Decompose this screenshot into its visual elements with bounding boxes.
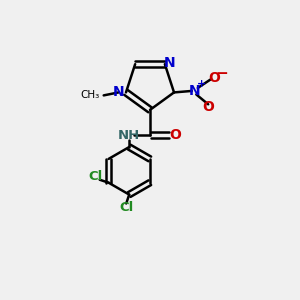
Text: Cl: Cl (119, 202, 133, 214)
Text: N: N (164, 56, 175, 70)
Text: NH: NH (118, 129, 140, 142)
Text: O: O (202, 100, 214, 114)
Text: −: − (215, 66, 228, 81)
Text: N: N (113, 85, 124, 99)
Text: Cl: Cl (88, 170, 102, 183)
Text: N: N (189, 84, 201, 98)
Text: +: + (197, 80, 206, 89)
Text: O: O (169, 128, 181, 142)
Text: O: O (208, 70, 220, 85)
Text: CH₃: CH₃ (80, 90, 99, 100)
